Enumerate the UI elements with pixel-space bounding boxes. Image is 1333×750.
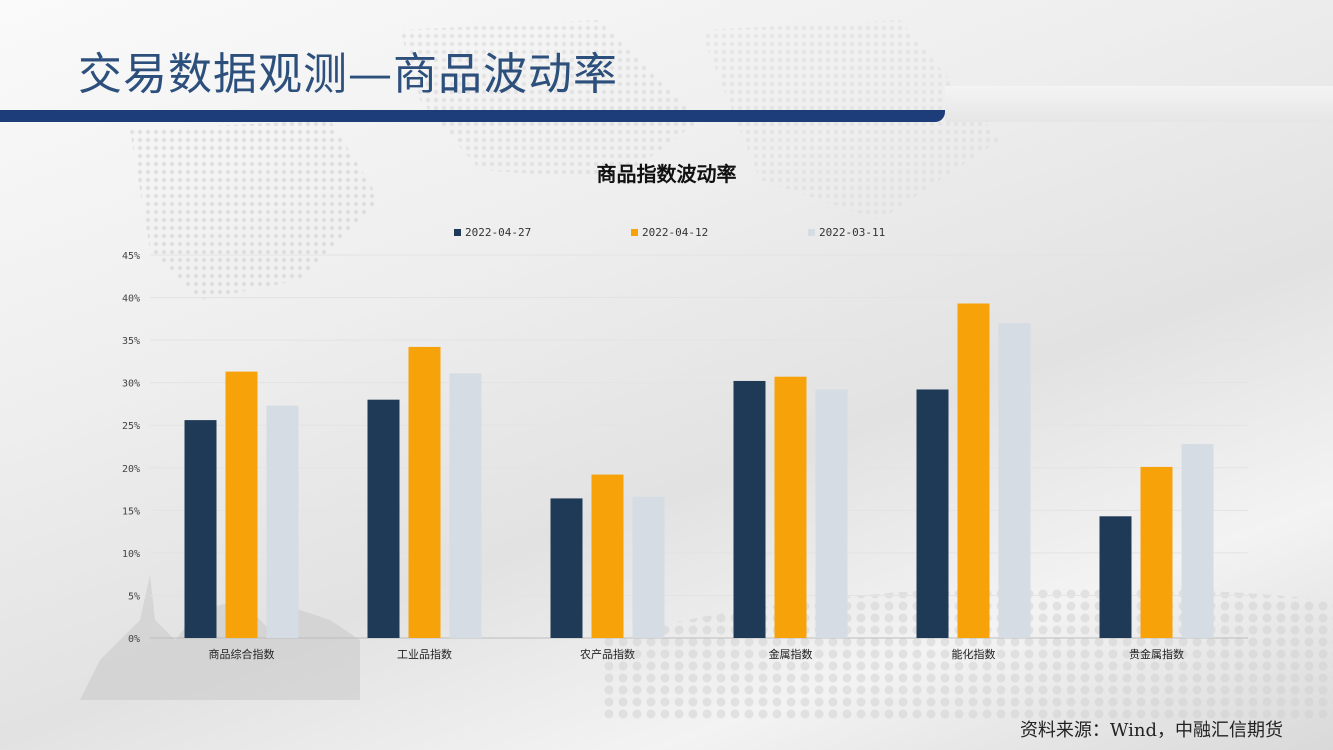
bar [632, 496, 665, 638]
bar [998, 323, 1031, 638]
y-tick-label: 20% [122, 464, 140, 475]
header-band [945, 86, 1333, 122]
chart-title: 商品指数波动率 [596, 162, 737, 186]
bar [449, 373, 482, 638]
x-tick-label: 金属指数 [769, 647, 813, 661]
y-tick-label: 10% [122, 549, 140, 560]
bar [957, 303, 990, 638]
bar [184, 420, 217, 638]
legend-item-series-3: 2022-03-11 [808, 226, 885, 239]
source-note: 资料来源：Wind，中融汇信期货 [1019, 720, 1283, 741]
legend-swatch [631, 229, 638, 236]
bar [591, 474, 624, 638]
bar [550, 498, 583, 638]
y-tick-label: 5% [128, 591, 140, 602]
x-tick-label: 贵金属指数 [1129, 647, 1184, 661]
title-underline-bar [0, 110, 945, 122]
chart-legend: 2022-04-27 2022-04-12 2022-03-11 [0, 226, 1333, 244]
bar [408, 346, 441, 638]
legend-item-series-2: 2022-04-12 [631, 226, 708, 239]
y-tick-label: 30% [122, 379, 140, 390]
y-tick-label: 25% [122, 421, 140, 432]
y-tick-label: 35% [122, 336, 140, 347]
legend-label: 2022-04-12 [642, 226, 709, 239]
x-tick-label: 工业品指数 [397, 647, 452, 661]
y-tick-label: 45% [122, 251, 140, 262]
bar [815, 389, 848, 638]
bar [733, 380, 766, 638]
bar [1099, 516, 1132, 638]
y-tick-label: 15% [122, 506, 140, 517]
legend-label: 2022-04-27 [465, 226, 532, 239]
bar [916, 389, 949, 638]
y-tick-label: 0% [128, 634, 140, 645]
bar [774, 376, 807, 638]
bar [266, 405, 299, 638]
bar [1181, 443, 1214, 638]
x-tick-label: 商品综合指数 [209, 647, 275, 661]
y-tick-label: 40% [122, 294, 140, 305]
legend-swatch [808, 229, 815, 236]
bar [1140, 466, 1173, 638]
legend-swatch [454, 229, 461, 236]
x-tick-label: 农产品指数 [580, 647, 635, 661]
legend-label: 2022-03-11 [819, 226, 886, 239]
x-tick-label: 能化指数 [952, 647, 996, 661]
legend-item-series-1: 2022-04-27 [454, 226, 531, 239]
bar [225, 371, 258, 638]
page-title: 交易数据观测—商品波动率 [78, 49, 618, 100]
bar [367, 399, 400, 638]
